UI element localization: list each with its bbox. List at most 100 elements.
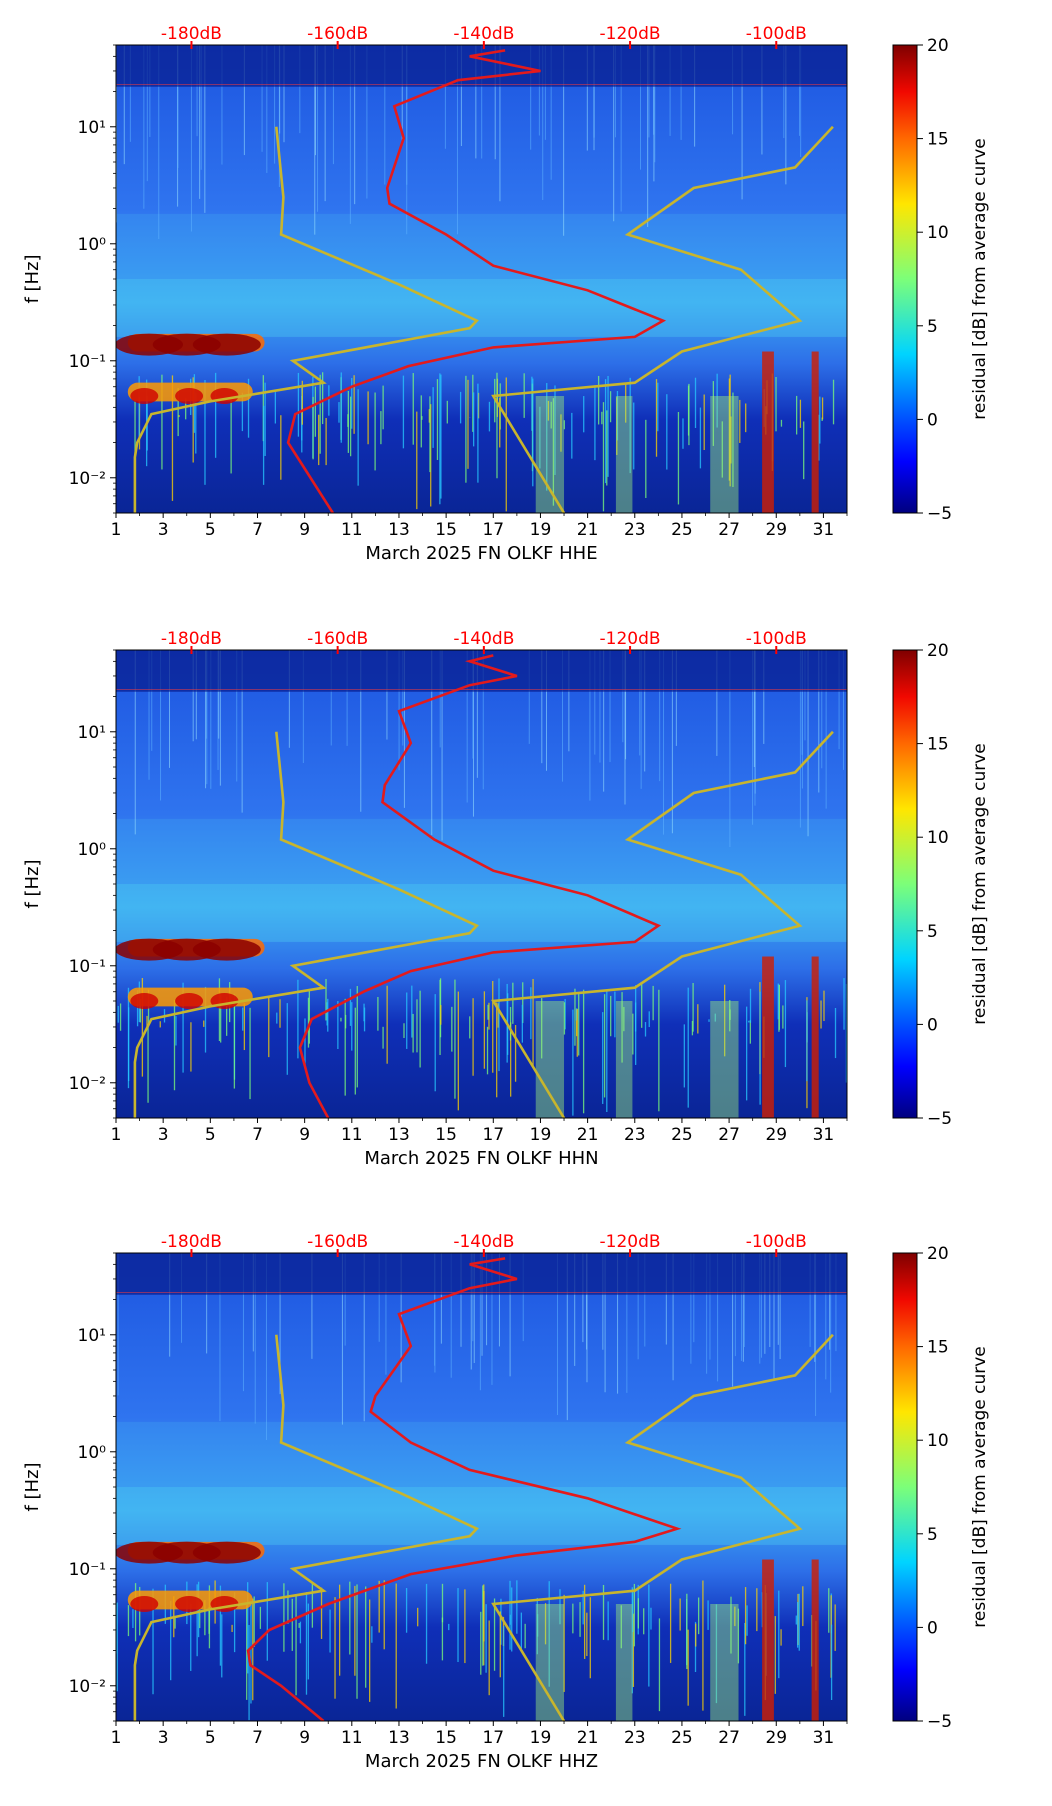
secondary-band (116, 818, 847, 884)
event-block (762, 956, 774, 1118)
event-block (811, 1559, 819, 1721)
x-tick-label: 17 (482, 520, 504, 540)
event-block (535, 1604, 565, 1721)
x-tick-label: 17 (482, 1728, 504, 1748)
x-tick-label: 25 (671, 1728, 693, 1748)
event-block (811, 956, 819, 1118)
psd-curve-line (298, 654, 662, 1118)
colorbar-tick-label: 15 (927, 1338, 949, 1358)
x-tick-label: 21 (577, 1125, 599, 1145)
y-axis-label: f [Hz] (22, 1462, 43, 1511)
x-tick-label: 13 (388, 1125, 410, 1145)
x-tick-label: 27 (718, 520, 740, 540)
y-tick-label: 10¹ (78, 1326, 106, 1346)
storm-core (192, 333, 261, 356)
top-db-label: -100dB (746, 1232, 807, 1252)
x-tick-label: 31 (813, 520, 835, 540)
storm-core (130, 1596, 159, 1612)
colorbar-tick-label: 0 (927, 1618, 938, 1638)
x-tick-label: 21 (577, 1728, 599, 1748)
noise-model-low-line (133, 731, 479, 1118)
x-tick-label: 9 (299, 1125, 310, 1145)
colorbar-tick-label: 20 (927, 1244, 949, 1264)
x-tick-label: 3 (158, 520, 169, 540)
x-tick-label: 5 (205, 520, 216, 540)
storm-core (192, 938, 261, 961)
top-db-label: -180dB (161, 1232, 222, 1252)
colorbar (892, 649, 918, 1119)
event-block (762, 1559, 774, 1721)
x-tick-label: 11 (341, 1728, 363, 1748)
y-tick-label: 10⁻¹ (69, 352, 106, 372)
colorbar-tick-label: −5 (927, 1109, 952, 1129)
colorbar-tick-label: 0 (927, 1015, 938, 1035)
event-block (762, 351, 774, 513)
x-tick-label: 29 (765, 520, 787, 540)
x-tick-label: 23 (624, 520, 646, 540)
top-db-label: -120dB (600, 1232, 661, 1252)
x-axis-label: March 2025 FN OLKF HHE (365, 543, 597, 564)
event-block (535, 396, 565, 513)
y-tick-label: 10⁰ (78, 1443, 107, 1463)
psd-curve-line (246, 1257, 682, 1721)
event-block (535, 1001, 565, 1118)
storm-core (192, 1541, 261, 1564)
colorbar-tick-label: 5 (927, 922, 938, 942)
colorbar-tick-label: 20 (927, 641, 949, 661)
secondary-band (116, 1421, 847, 1487)
top-db-label: -140dB (453, 1232, 514, 1252)
x-tick-label: 31 (813, 1125, 835, 1145)
storm-core (175, 388, 204, 404)
spectrogram-body (116, 650, 847, 1118)
top-db-label: -160dB (307, 1232, 368, 1252)
noise-model-high-line (491, 730, 834, 1118)
colorbar-tick-label: 10 (927, 1431, 949, 1451)
x-tick-label: 1 (111, 1728, 122, 1748)
top-db-label: -100dB (746, 24, 807, 44)
spectrogram-body (116, 45, 847, 513)
microseism-band (116, 1487, 847, 1545)
x-tick-label: 23 (624, 1125, 646, 1145)
y-tick-label: 10⁰ (78, 235, 107, 255)
x-tick-label: 11 (341, 520, 363, 540)
y-tick-label: 10⁻¹ (69, 1560, 106, 1580)
x-tick-label: 5 (205, 1728, 216, 1748)
x-tick-label: 11 (341, 1125, 363, 1145)
x-tick-label: 15 (435, 1728, 457, 1748)
x-tick-label: 25 (671, 520, 693, 540)
colorbar-tick-label: −5 (927, 1712, 952, 1732)
secondary-band (116, 213, 847, 279)
x-tick-label: 15 (435, 1125, 457, 1145)
colorbar (892, 1252, 918, 1722)
top-db-label: -160dB (307, 24, 368, 44)
event-block (710, 1001, 739, 1118)
x-tick-label: 3 (158, 1125, 169, 1145)
x-tick-label: 7 (252, 1728, 263, 1748)
top-db-label: -140dB (453, 24, 514, 44)
x-tick-label: 9 (299, 1728, 310, 1748)
colorbar-label: residual [dB] from average curve (970, 743, 990, 1024)
y-axis-label: f [Hz] (22, 859, 43, 908)
top-db-label: -120dB (600, 24, 661, 44)
x-tick-label: 19 (530, 520, 552, 540)
y-tick-label: 10⁻¹ (69, 957, 106, 977)
x-tick-label: 29 (765, 1728, 787, 1748)
top-db-label: -160dB (307, 629, 368, 649)
x-tick-label: 9 (299, 520, 310, 540)
colorbar-label: residual [dB] from average curve (970, 1346, 990, 1627)
event-block (710, 1604, 739, 1721)
hf-band (116, 1253, 847, 1295)
storm-core (175, 1596, 204, 1612)
noise-model-low-line (133, 1334, 479, 1721)
colorbar-tick-label: 10 (927, 223, 949, 243)
y-axis-label: f [Hz] (22, 254, 43, 303)
colorbar-tick-label: 0 (927, 410, 938, 430)
hf-band (116, 650, 847, 692)
colorbar-tick-label: 15 (927, 735, 949, 755)
event-block (710, 396, 739, 513)
noise-model-high-line (491, 125, 834, 513)
spectrogram-body (116, 1253, 847, 1721)
noise-model-low-line (133, 126, 479, 513)
